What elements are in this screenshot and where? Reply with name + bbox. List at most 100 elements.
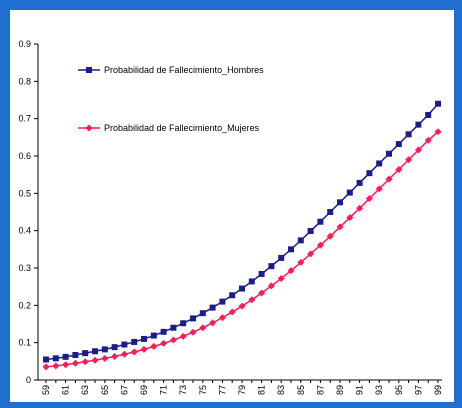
data-point (356, 179, 363, 186)
data-point (62, 353, 69, 360)
data-point (111, 352, 119, 360)
data-point (160, 339, 168, 347)
data-point (336, 223, 344, 231)
data-point (141, 335, 147, 342)
legend-label: Probabilidad de Fallecimiento_Mujeres (104, 123, 260, 133)
axes (37, 44, 442, 381)
data-point (121, 341, 128, 348)
data-point (288, 246, 294, 253)
data-point (111, 344, 118, 351)
data-point (405, 131, 412, 138)
data-point (307, 228, 314, 235)
line-chart: 0 0.1 0.2 0.3 0.4 0.5 0.6 0.7 0.8 0.9 59 61 63 65 67 6… (18, 39, 443, 395)
data-point (415, 121, 422, 128)
x-axis-ticks: 59 61 63 65 67 69 71 73 75 77 79 81 83 85 87 89 91 93 95 97… (41, 380, 443, 395)
data-point (258, 289, 266, 297)
y-tick-label: 0 (26, 375, 31, 385)
data-point (91, 356, 99, 364)
data-point (209, 319, 217, 327)
series-line (45, 103, 439, 361)
x-tick-label: 65 (100, 385, 110, 395)
data-point (52, 362, 60, 370)
data-point (258, 270, 265, 277)
data-point (199, 310, 206, 317)
data-point (395, 141, 402, 148)
data-point (337, 199, 343, 206)
data-point (190, 315, 196, 322)
data-point (425, 111, 432, 118)
data-point (101, 346, 108, 353)
data-point (160, 328, 167, 335)
y-tick-label: 0.9 (18, 39, 31, 49)
data-point (71, 359, 79, 367)
chart-frame: 0 0.1 0.2 0.3 0.4 0.5 0.6 0.7 0.8 0.9 59 61 63 65 67 6… (10, 10, 454, 402)
legend: Probabilidad de Fallecimiento_Hombres Pro… (78, 65, 264, 133)
x-tick-label: 87 (315, 385, 325, 395)
data-point (327, 209, 334, 215)
data-point (150, 342, 158, 350)
x-tick-label: 59 (41, 385, 51, 395)
series-line (45, 131, 439, 368)
data-point (434, 128, 442, 136)
legend-label: Probabilidad de Fallecimiento_Hombres (104, 65, 264, 75)
series-hombres (43, 100, 441, 363)
legend-marker-icon (85, 124, 93, 132)
x-tick-label: 67 (119, 385, 129, 395)
data-point (346, 189, 353, 196)
data-point (209, 304, 216, 311)
x-tick-label: 75 (198, 385, 208, 395)
data-point (248, 296, 256, 304)
data-point (170, 324, 177, 331)
data-point (150, 332, 157, 339)
data-point (385, 175, 393, 183)
data-point (43, 356, 49, 363)
data-point (131, 338, 138, 345)
data-point (81, 358, 89, 366)
y-tick-label: 0.7 (18, 114, 31, 124)
data-point (219, 298, 226, 305)
data-point (405, 156, 413, 164)
data-point (346, 214, 354, 222)
data-point (179, 332, 187, 340)
data-point (356, 204, 364, 212)
y-tick-label: 0.8 (18, 76, 31, 86)
data-point (239, 285, 245, 292)
x-tick-label: 97 (413, 385, 423, 395)
x-tick-label: 63 (80, 385, 90, 395)
data-point (297, 237, 304, 244)
x-tick-label: 61 (61, 385, 71, 395)
y-tick-label: 0.4 (18, 226, 31, 236)
x-tick-label: 93 (374, 385, 384, 395)
data-point (375, 185, 383, 193)
data-point (189, 328, 197, 336)
data-point (101, 354, 109, 362)
x-tick-label: 73 (178, 385, 188, 395)
x-tick-label: 81 (257, 385, 267, 395)
x-tick-label: 95 (394, 385, 404, 395)
data-point (268, 263, 275, 270)
x-tick-label: 77 (217, 385, 227, 395)
data-point (229, 292, 236, 299)
data-point (317, 218, 324, 225)
x-tick-label: 89 (335, 385, 345, 395)
series-mujeres (42, 128, 442, 371)
data-point (92, 348, 98, 355)
data-point (435, 100, 441, 107)
data-point (278, 254, 285, 261)
data-point (287, 267, 295, 275)
data-point (42, 363, 50, 371)
data-point (218, 314, 226, 322)
data-point (307, 250, 315, 258)
data-point (140, 345, 148, 353)
data-point (386, 150, 392, 157)
y-axis-ticks: 0 0.1 0.2 0.3 0.4 0.5 0.6 0.7 0.8 0.9 (18, 39, 38, 385)
y-tick-label: 0.1 (18, 338, 31, 348)
x-tick-label: 79 (237, 385, 247, 395)
data-point (180, 320, 187, 327)
series-layer (42, 100, 442, 371)
data-point (395, 165, 403, 173)
y-tick-label: 0.2 (18, 300, 31, 310)
x-tick-label: 91 (355, 385, 365, 395)
data-point (82, 350, 89, 357)
data-point (366, 170, 373, 177)
